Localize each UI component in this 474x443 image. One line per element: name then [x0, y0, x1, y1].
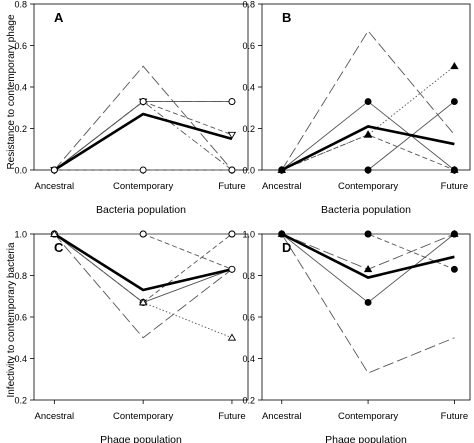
- y-tick-label: 0.0: [242, 166, 255, 176]
- panel-c: C 0.2 0.4 0.6 0.8 1.0 Ancestral Contemporary Fut…: [14, 229, 249, 443]
- y-tick-label: 0.2: [242, 124, 255, 134]
- x-tick-label: Future: [218, 411, 245, 422]
- y-tick-label: 0.8: [14, 0, 27, 10]
- series-line-4: [54, 233, 233, 304]
- plot-frame: [33, 233, 249, 401]
- series-6-point: [228, 166, 236, 174]
- series-6-point: [278, 166, 286, 174]
- x-tick-label: Future: [218, 181, 245, 192]
- panel-a: A 0.0 0.2 0.4 0.6 0.8 Ancestral Contemporary Fut…: [14, 0, 249, 216]
- series-4-point: [278, 230, 286, 238]
- panel-letter: D: [282, 240, 291, 255]
- series-line-5: [281, 233, 455, 374]
- y-tick-label: 0.8: [242, 0, 255, 10]
- y-tick-label: 0.2: [14, 396, 27, 406]
- series-6-point: [50, 166, 58, 174]
- mean-series-line: [53, 112, 233, 172]
- series-4-point: [450, 230, 458, 238]
- series-5-point: [139, 98, 147, 105]
- mean-series-line: [281, 125, 455, 172]
- series-3-point: [364, 98, 372, 105]
- series-5-point: [227, 333, 237, 341]
- series-line-2: [54, 101, 232, 171]
- x-tick-label: Ancestral: [262, 411, 302, 422]
- series-4-point: [364, 299, 372, 306]
- y-tick-label: 0.8: [14, 271, 27, 281]
- y-tick-label: 1.0: [242, 230, 255, 240]
- series-2-point: [450, 61, 459, 70]
- series-5-point: [450, 98, 458, 105]
- series-line-5: [54, 100, 233, 171]
- row-label-bottom: Infectivity to contemporary bacteria: [6, 242, 17, 398]
- x-tick-label: Future: [441, 411, 468, 422]
- panel-b: B 0.0 0.2 0.4 0.6 0.8 Ancestral Contemporary Fut…: [242, 0, 471, 216]
- series-line-2: [281, 65, 455, 171]
- mean-series-line: [281, 232, 455, 279]
- series-6-point: [450, 166, 458, 174]
- series-line-2: [281, 233, 455, 270]
- series-6-point: [364, 166, 372, 174]
- y-tick-label: 0.0: [14, 166, 27, 176]
- y-tick-label: 0.2: [242, 396, 255, 406]
- series-4-point: [227, 131, 237, 140]
- x-tick-label: Ancestral: [35, 411, 75, 422]
- series-5-point: [138, 298, 148, 306]
- series-line-3: [54, 101, 232, 171]
- y-tick-label: 1.0: [14, 230, 27, 240]
- series-line-1: [281, 30, 455, 171]
- plot-frame: [261, 233, 471, 401]
- y-tick-label: 0.6: [14, 41, 27, 51]
- plot-frame: [261, 3, 471, 171]
- x-tick-label: Future: [441, 181, 468, 192]
- series-3-point: [363, 264, 373, 273]
- x-axis-label: Bacteria population: [321, 204, 411, 216]
- panel-letter: B: [282, 10, 291, 25]
- y-tick-label: 0.4: [14, 354, 27, 364]
- series-3-point: [228, 98, 236, 105]
- y-tick-label: 0.6: [242, 41, 255, 51]
- plot-frame: [33, 3, 249, 171]
- series-2-point: [450, 265, 458, 273]
- y-tick-label: 0.6: [14, 313, 27, 323]
- y-tick-label: 0.4: [14, 83, 27, 93]
- x-tick-label: Contemporary: [113, 181, 173, 192]
- y-tick-label: 0.6: [242, 313, 255, 323]
- y-tick-label: 0.2: [14, 124, 27, 134]
- series-3-point: [228, 265, 236, 273]
- series-2-point: [364, 230, 372, 238]
- series-line-4: [281, 134, 455, 171]
- series-line-1: [53, 65, 233, 171]
- x-axis-label: Bacteria population: [96, 204, 186, 216]
- panel-letter: C: [54, 240, 64, 255]
- series-line-3: [54, 233, 233, 303]
- x-tick-label: Contemporary: [338, 181, 398, 192]
- x-axis-label: Phage population: [100, 434, 182, 443]
- series-6-point: [139, 166, 147, 174]
- series-4-point: [363, 130, 373, 138]
- y-tick-label: 0.4: [242, 354, 255, 364]
- series-5-point: [50, 229, 59, 237]
- series-line-6: [53, 233, 233, 339]
- y-tick-label: 0.8: [242, 271, 255, 281]
- x-tick-label: Ancestral: [262, 181, 302, 192]
- series-line-4: [54, 101, 233, 171]
- x-tick-label: Ancestral: [35, 181, 75, 192]
- panels: A 0.0 0.2 0.4 0.6 0.8 Ancestral Contemporary Fut…: [14, 0, 471, 443]
- panel-letter: A: [54, 10, 64, 25]
- row-label-top: Resistance to contemporary phage: [6, 14, 17, 170]
- series-2-point: [139, 230, 147, 238]
- y-tick-label: 0.4: [242, 83, 255, 93]
- mean-series-line: [53, 232, 233, 292]
- x-tick-label: Contemporary: [113, 411, 173, 422]
- panel-d: D 0.2 0.4 0.6 0.8 1.0 Ancestral Contemporary Fut…: [242, 230, 471, 443]
- series-4-point: [228, 230, 236, 238]
- x-axis-label: Phage population: [325, 434, 407, 443]
- x-tick-label: Contemporary: [338, 411, 398, 422]
